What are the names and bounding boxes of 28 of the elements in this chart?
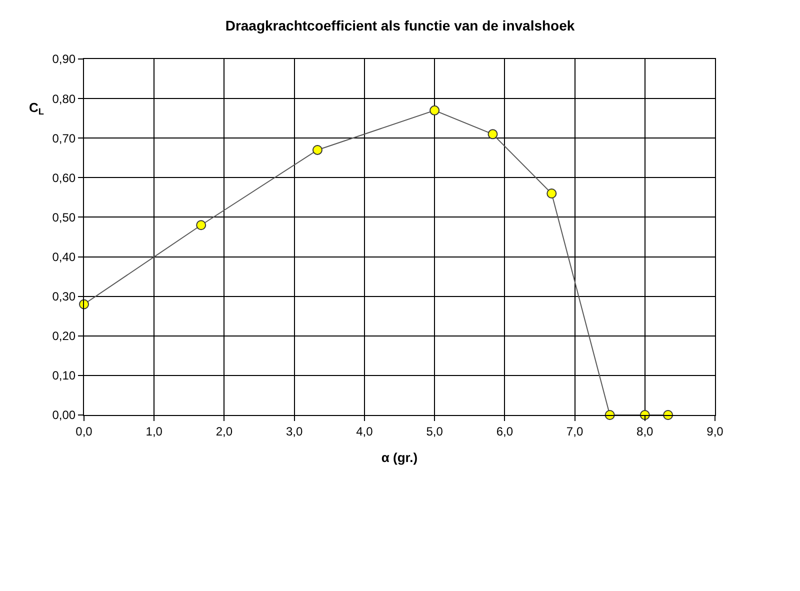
y-tick-label: 0,00 [52, 408, 76, 422]
y-tick-label: 0,50 [52, 210, 76, 224]
x-tick-label: 6,0 [496, 424, 514, 438]
x-axis-title: α (gr.) [381, 450, 418, 465]
y-tick-label: 0,80 [52, 92, 76, 106]
y-tick-label: 0,90 [52, 52, 76, 66]
x-tick-label: 1,0 [146, 424, 163, 438]
y-tick-label: 0,60 [52, 170, 76, 185]
x-tick-label: 7,0 [566, 424, 584, 438]
y-tick-label: 0,20 [52, 329, 76, 344]
y-tick-label: 0,70 [52, 131, 76, 146]
y-axis-title: C$_{L}$ [29, 100, 44, 117]
point [488, 129, 498, 140]
x-tick-label: 3,0 [286, 424, 303, 438]
x-tick-label: 4,0 [356, 424, 374, 438]
x-tick-label: 9,0 [706, 424, 724, 438]
x-tick-label: 8,0 [636, 424, 654, 438]
point [430, 105, 440, 116]
point [312, 144, 322, 155]
x-tick-label: 0,0 [76, 424, 93, 438]
y-tick-label: 0,40 [52, 250, 76, 264]
point [196, 220, 206, 230]
x-tick-label: 5,0 [426, 424, 444, 438]
chart-title: Draagkrachtcoefficient als functie van de invalshoek [225, 17, 575, 34]
y-tick-label: 0,10 [52, 368, 76, 383]
x-tick-label: 2,0 [216, 424, 233, 438]
y-tick-label: 0,30 [52, 290, 76, 304]
point [546, 188, 557, 198]
